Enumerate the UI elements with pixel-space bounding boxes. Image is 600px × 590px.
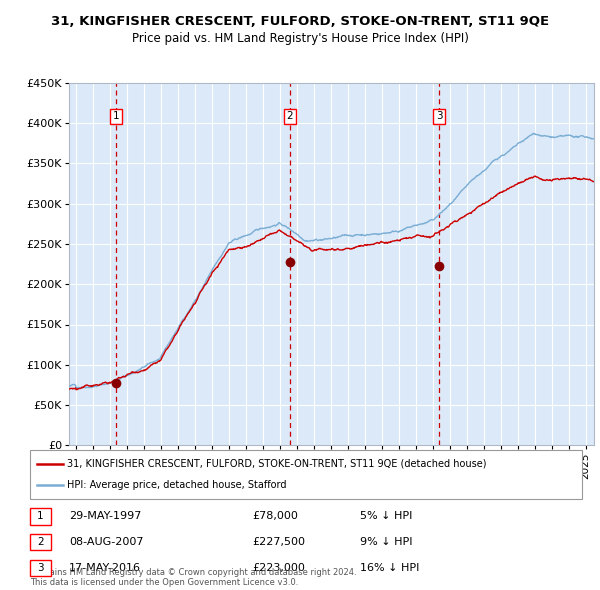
Text: £223,000: £223,000 (252, 563, 305, 573)
Text: HPI: Average price, detached house, Stafford: HPI: Average price, detached house, Staf… (67, 480, 287, 490)
Text: 08-AUG-2007: 08-AUG-2007 (69, 537, 143, 547)
Text: 3: 3 (436, 112, 442, 122)
Text: 1: 1 (113, 112, 119, 122)
Text: 1: 1 (37, 512, 44, 521)
Text: 31, KINGFISHER CRESCENT, FULFORD, STOKE-ON-TRENT, ST11 9QE: 31, KINGFISHER CRESCENT, FULFORD, STOKE-… (51, 15, 549, 28)
Text: 17-MAY-2016: 17-MAY-2016 (69, 563, 141, 573)
Text: 31, KINGFISHER CRESCENT, FULFORD, STOKE-ON-TRENT, ST11 9QE (detached house): 31, KINGFISHER CRESCENT, FULFORD, STOKE-… (67, 458, 487, 468)
Text: £78,000: £78,000 (252, 512, 298, 521)
Text: 2: 2 (287, 112, 293, 122)
Text: Price paid vs. HM Land Registry's House Price Index (HPI): Price paid vs. HM Land Registry's House … (131, 32, 469, 45)
Text: 5% ↓ HPI: 5% ↓ HPI (360, 512, 412, 521)
Text: 9% ↓ HPI: 9% ↓ HPI (360, 537, 413, 547)
Text: 3: 3 (37, 563, 44, 573)
Text: 29-MAY-1997: 29-MAY-1997 (69, 512, 142, 521)
Text: 2: 2 (37, 537, 44, 547)
Text: 16% ↓ HPI: 16% ↓ HPI (360, 563, 419, 573)
Text: £227,500: £227,500 (252, 537, 305, 547)
Text: Contains HM Land Registry data © Crown copyright and database right 2024.
This d: Contains HM Land Registry data © Crown c… (30, 568, 356, 587)
